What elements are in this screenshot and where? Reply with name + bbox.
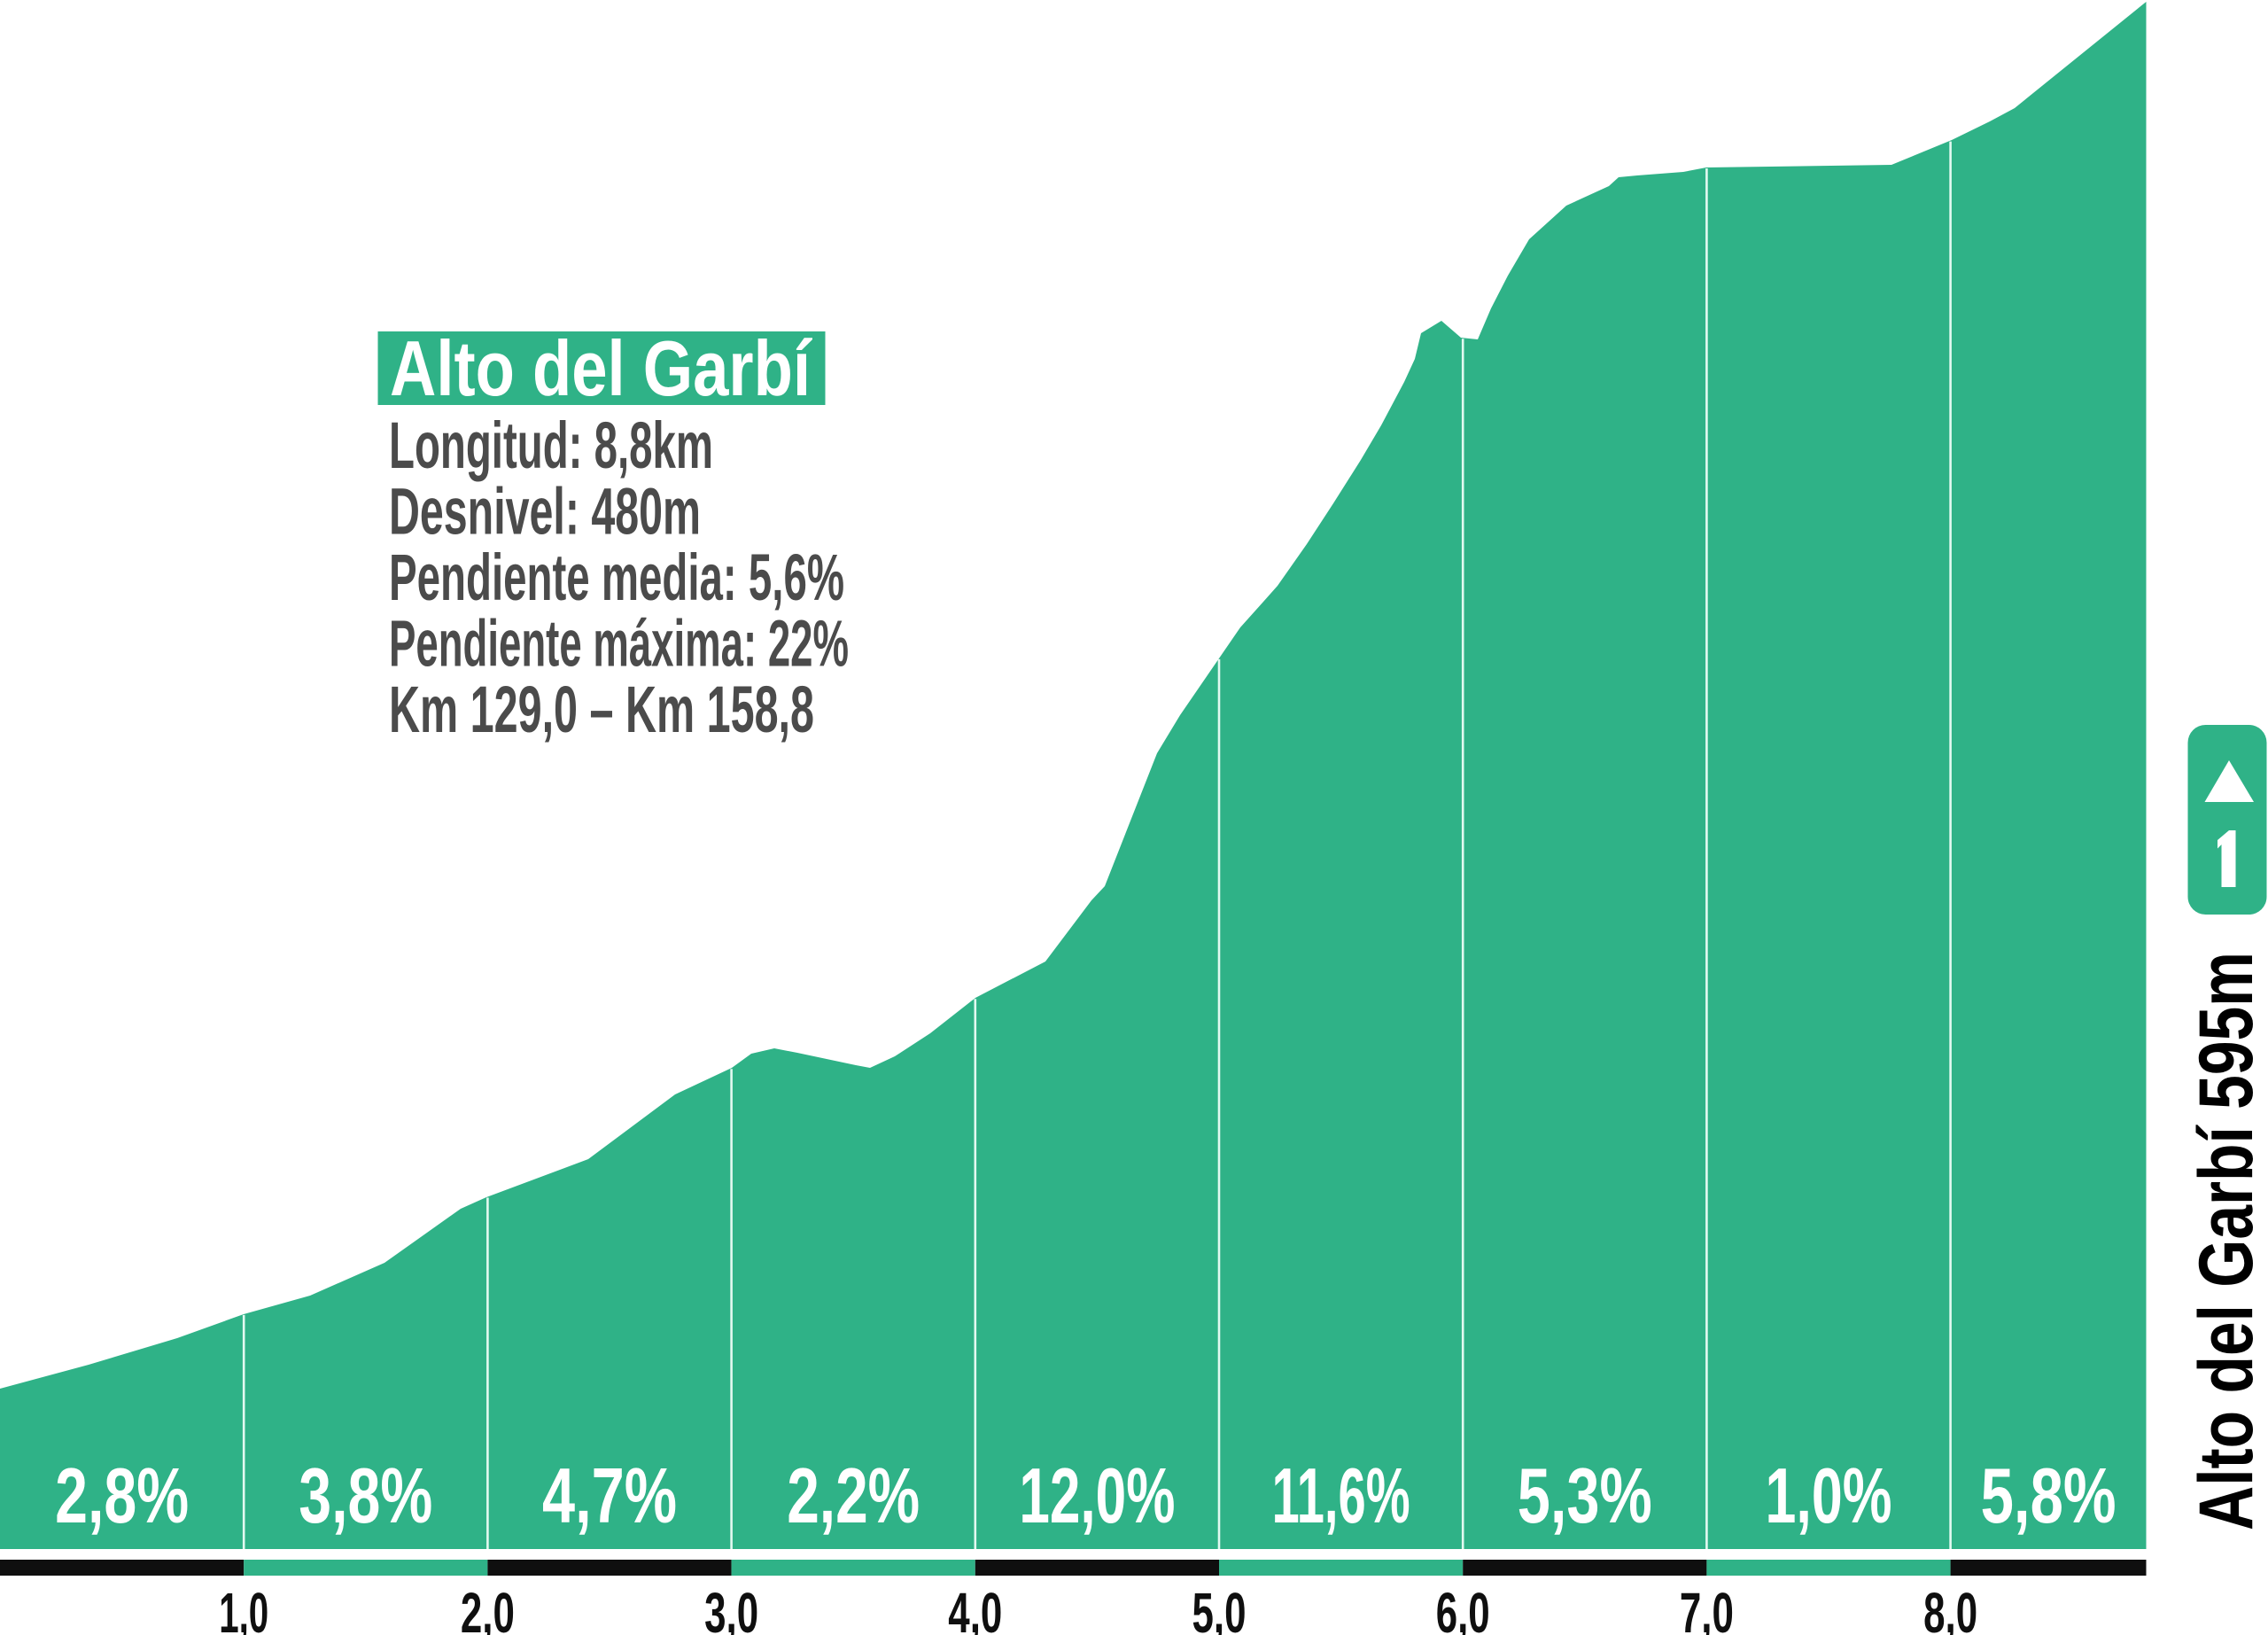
svg-text:5,8%: 5,8% — [1981, 1452, 2117, 1539]
svg-text:7,0: 7,0 — [1680, 1581, 1734, 1635]
svg-text:11,6%: 11,6% — [1272, 1452, 1410, 1539]
svg-text:3,8%: 3,8% — [299, 1452, 432, 1539]
svg-text:4,7%: 4,7% — [542, 1452, 677, 1539]
svg-text:2,8%: 2,8% — [55, 1452, 189, 1539]
svg-text:8,0: 8,0 — [1923, 1581, 1977, 1635]
svg-text:3,0: 3,0 — [704, 1581, 758, 1635]
svg-text:Longitud: 8,8km: Longitud: 8,8km — [389, 409, 713, 482]
svg-text:Alto del Garbí 595m: Alto del Garbí 595m — [2184, 952, 2268, 1530]
svg-text:Pendiente media: 5,6%: Pendiente media: 5,6% — [389, 541, 844, 614]
svg-text:Km 129,0 – Km 158,8: Km 129,0 – Km 158,8 — [389, 673, 814, 746]
svg-text:2,2%: 2,2% — [787, 1452, 920, 1539]
svg-text:Alto del Garbí: Alto del Garbí — [390, 324, 812, 412]
svg-text:2,0: 2,0 — [461, 1581, 515, 1635]
svg-text:1,0: 1,0 — [219, 1581, 268, 1635]
svg-text:5,3%: 5,3% — [1518, 1452, 1652, 1539]
svg-text:5,0: 5,0 — [1192, 1581, 1247, 1635]
svg-text:Desnivel: 480m: Desnivel: 480m — [389, 475, 701, 549]
svg-text:6,0: 6,0 — [1436, 1581, 1490, 1635]
svg-text:4,0: 4,0 — [948, 1581, 1002, 1635]
svg-text:12,0%: 12,0% — [1019, 1452, 1175, 1539]
svg-text:1,0%: 1,0% — [1766, 1452, 1892, 1539]
svg-text:Pendiente máxima: 22%: Pendiente máxima: 22% — [389, 607, 849, 681]
